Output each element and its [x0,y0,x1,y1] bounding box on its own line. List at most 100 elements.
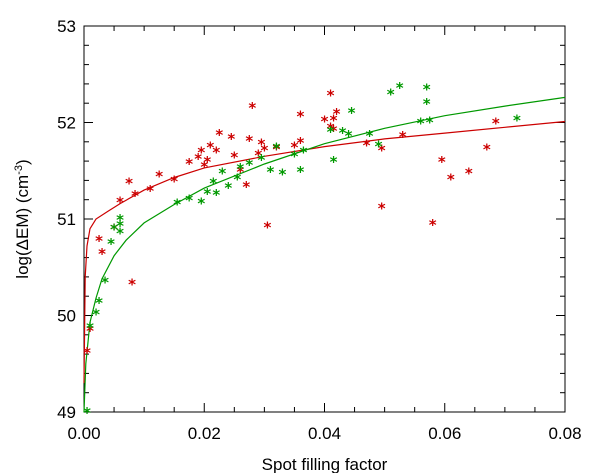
data-point: * [363,137,371,155]
data-point: * [200,158,208,176]
data-point: * [95,232,103,250]
data-point: * [513,112,521,130]
data-point: * [116,194,124,212]
x-tick-label: 0.08 [548,424,581,443]
data-point: * [297,163,305,181]
data-point: * [116,211,124,229]
data-point: * [155,168,163,186]
data-point: * [483,141,491,159]
data-point: * [245,156,253,174]
data-point: * [224,179,232,197]
data-point: * [203,153,211,171]
data-point: * [170,172,178,190]
data-point: * [146,182,154,200]
data-point: * [248,99,256,117]
data-point: * [83,344,91,362]
data-point: * [366,127,374,145]
data-point: * [348,104,356,122]
data-point: * [300,143,308,161]
data-point: * [242,178,250,196]
data-point: * [257,151,265,169]
data-point: * [447,170,455,188]
y-axis-title: log(ΔEM) (cm-3) [13,159,32,278]
data-point: * [233,170,241,188]
x-tick-label: 0.06 [428,424,461,443]
data-point: * [378,142,386,160]
data-point: * [83,404,91,422]
data-point: * [327,123,335,141]
data-point: * [101,274,109,292]
plot-frame [83,25,566,413]
data-point: * [218,165,226,183]
data-point: * [330,153,338,171]
data-point: * [260,142,268,160]
data-point: * [378,199,386,217]
data-point: * [254,146,262,164]
data-point: * [107,235,115,253]
y-tick-label: 53 [57,17,76,36]
data-point: * [429,216,437,234]
data-point: * [399,128,407,146]
data-point: * [278,166,286,184]
data-point: * [330,122,338,140]
fit-curve [83,96,566,413]
data-point: * [333,105,341,123]
data-point: * [423,95,431,113]
data-point: * [92,306,100,324]
data-point: * [125,174,133,192]
data-point: * [197,143,205,161]
data-point: * [327,119,335,137]
x-tick-labels: 0.00 0.02 0.04 0.06 0.08 [67,424,581,443]
data-point: * [212,186,220,204]
data-point: * [257,136,265,154]
data-point: * [297,108,305,126]
data-point: * [291,139,299,157]
data-point: * [345,127,353,145]
data-point: * [212,143,220,161]
data-point: * [215,126,223,144]
data-point: * [272,140,280,158]
axis-ticks [83,25,566,413]
data-point: * [236,160,244,178]
data-point: * [206,139,214,157]
data-point: * [272,141,280,159]
data-point: * [417,115,425,133]
data-point: * [492,115,500,133]
data-point: * [128,276,136,294]
data-point: * [230,148,238,166]
data-point: * [330,112,338,130]
x-tick-label: 0.04 [308,424,341,443]
data-point: * [98,245,106,263]
data-point: * [194,150,202,168]
data-point: * [95,294,103,312]
data-point: * [227,130,235,148]
x-axis-title: Spot filling factor [262,455,388,473]
data-point: * [321,113,329,131]
y-axis-title-close: ) [13,159,32,165]
y-tick-label: 49 [57,403,76,422]
fit-curve [83,120,566,384]
y-axis-title-main: log(ΔEM) (cm [13,175,32,279]
data-point: * [116,225,124,243]
y-tick-label: 51 [57,210,76,229]
data-points: ********* ** ** ******* *********** *** ******… [83,79,521,422]
data-point: * [185,155,193,173]
data-point: * [396,79,404,97]
data-point: * [86,319,94,337]
data-point: * [339,124,347,142]
data-point: * [116,217,124,235]
data-point: * [110,221,118,239]
data-point: * [438,153,446,171]
data-point: * [291,147,299,165]
data-point: * [423,81,431,99]
y-axis-title-exponent: -3 [13,165,25,175]
data-point: * [387,86,395,104]
data-point: * [327,87,335,105]
x-tick-label: 0.02 [188,424,221,443]
data-point: * [185,192,193,210]
data-point: * [263,219,271,237]
data-point: * [266,163,274,181]
y-tick-label: 52 [57,114,76,133]
data-point: * [245,132,253,150]
